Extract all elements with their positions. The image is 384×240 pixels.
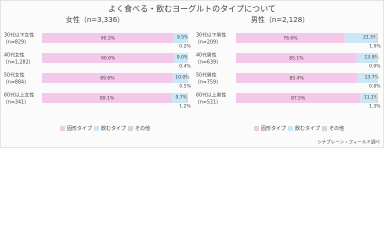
category-count: (n=829) [6,40,26,46]
bar-segment [173,33,188,43]
value-label: 0.5% [179,84,191,90]
category-count: (n=209) [198,40,218,46]
chart-title: 女性（n=3,336） [66,15,124,24]
value-label: 89.6% [100,76,115,82]
category-count: (n=341) [6,100,26,106]
value-label: 13.9% [364,55,379,61]
page: よく食べる・飲むヨーグルトのタイプについて シナプレーン・フィールド調べ 女性（… [0,0,384,148]
category-count: (n=759) [198,80,218,86]
value-label: 11.1% [364,95,379,101]
bar-segment [172,93,187,103]
value-label: 0.4% [179,64,191,70]
value-label: 21.5% [363,35,378,41]
value-label: 1.3% [369,104,381,110]
value-label: 87.5% [291,96,306,102]
page-title: よく食べる・飲むヨーグルトのタイプについて [108,4,276,14]
category-label: 30代以下女性 [4,32,34,39]
legend-label: その他 [135,125,150,132]
value-label: 85.4% [289,76,304,82]
category-label: 50代女性 [4,72,25,79]
legend-swatch [254,126,259,131]
value-label: 90.6% [101,56,116,62]
value-label: 9.5% [177,35,189,41]
value-label: 76.6% [283,36,298,42]
bar-segment [376,73,378,83]
legend-label: その他 [329,125,344,132]
bar-segment [344,33,376,43]
bar-segment [42,53,175,63]
bar-segment [186,93,188,103]
value-label: 90.3% [101,36,116,42]
bar-segment [375,33,378,43]
bar-segment [236,73,358,83]
bar-segment [356,53,377,63]
value-label: 9.7% [176,95,188,101]
bar-segment [236,33,345,43]
legend-swatch [128,126,133,131]
category-count: (n=639) [198,60,218,66]
category-label: 40代男性 [196,52,217,59]
legend-label: 飲むタイプ [295,125,320,132]
legend-swatch [60,126,65,131]
category-count: (n=1,282) [6,60,31,66]
bar-segment [174,53,188,63]
legend-label: 固形タイプ [67,125,92,132]
legend-label: 固形タイプ [261,125,286,132]
value-label: 1.9% [369,44,381,50]
category-count: (n=884) [6,80,26,86]
category-count: (n=521) [198,100,218,106]
value-label: 9.0% [177,55,189,61]
category-label: 60代以上男性 [196,92,226,99]
category-label: 30代以下男性 [196,32,226,39]
value-label: 0.8% [369,84,381,90]
value-label: 85.1% [289,56,304,62]
legend-swatch [322,126,327,131]
value-label: 89.1% [100,96,115,102]
value-label: 13.7% [365,75,380,81]
bar-segment [236,93,361,103]
bar-segment [172,73,188,83]
legend-swatch [288,126,293,131]
bar-segment [376,53,378,63]
bar-segment [42,33,174,43]
bar-segment [376,93,378,103]
bar-segment [187,53,188,63]
category-label: 50代男性 [196,72,217,79]
bar-segment [187,73,189,83]
value-label: 10.0% [175,75,190,81]
source: シナプレーン・フィールド調べ [317,139,380,146]
bar-segment [236,53,357,63]
bar-segment [360,93,377,103]
value-label: 1.2% [179,104,191,110]
bar-segment [42,73,173,83]
value-label: 0.2% [179,44,191,50]
legend-swatch [94,126,99,131]
bar-segment [42,93,173,103]
category-label: 60代以上女性 [4,92,34,99]
bar-segment [357,73,377,83]
chart-title: 男性（n=2,128） [251,15,309,24]
category-label: 40代女性 [4,52,25,59]
value-label: 0.9% [369,64,381,70]
legend-label: 飲むタイプ [101,125,126,132]
